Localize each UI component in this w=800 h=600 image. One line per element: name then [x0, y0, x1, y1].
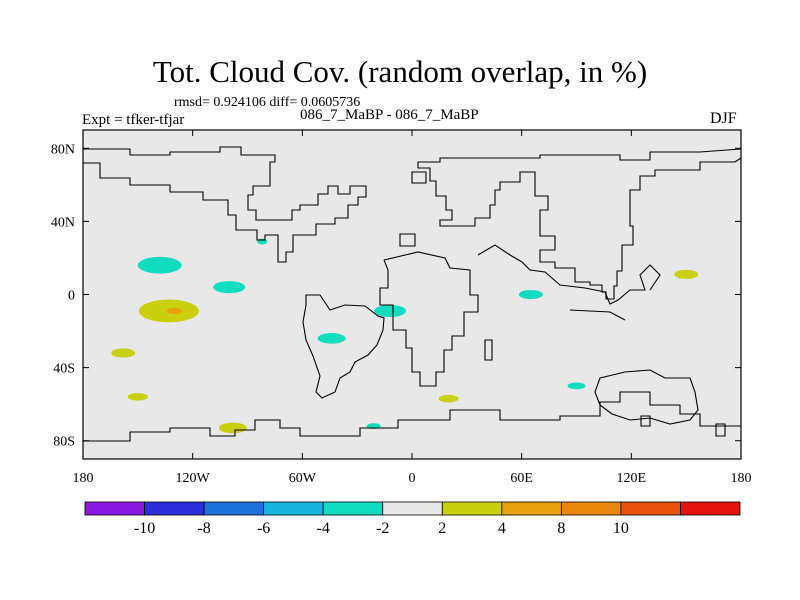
- anomaly-patch: [567, 382, 586, 390]
- colorbar-label: 4: [498, 520, 506, 537]
- x-tick-label: 120E: [617, 471, 647, 486]
- colorbar-swatch: [84, 501, 145, 516]
- x-tick-label: 60E: [510, 471, 533, 486]
- map-background: [83, 130, 741, 459]
- colorbar-swatch: [322, 501, 384, 516]
- y-tick-label: 40N: [51, 215, 75, 230]
- colorbar-label: -8: [197, 520, 210, 537]
- x-tick-label: 120W: [176, 471, 211, 486]
- anomaly-layer: [111, 238, 699, 434]
- coastline-iceland: [399, 233, 416, 247]
- x-tick-label: 60W: [289, 471, 317, 486]
- colorbar-swatch: [620, 501, 681, 516]
- colorbar-label: 8: [557, 520, 565, 537]
- plot-title: Tot. Cloud Cov. (random overlap, in %): [152, 54, 648, 89]
- coastline-south-america: [302, 294, 385, 399]
- experiment-label: Expt = tfker-tfjar: [82, 112, 185, 128]
- coastline-antarctica: [83, 391, 741, 442]
- colorbar-label: 10: [613, 520, 629, 537]
- colorbar-swatch: [382, 501, 443, 516]
- colorbar-swatch: [203, 501, 265, 516]
- axis-ticks: 180 120W 60W 0 60E 120E 180 80N 40N 0 40S 80S: [51, 130, 752, 486]
- case-names: 086_7_MaBP - 086_7_MaBP: [300, 107, 479, 123]
- colorbar-label: -6: [257, 520, 270, 537]
- x-tick-label: 180: [73, 471, 94, 486]
- coastline-island-se: [715, 423, 726, 437]
- anomaly-patch: [317, 333, 346, 344]
- colorbar-swatch: [501, 501, 562, 516]
- anomaly-patch: [166, 307, 183, 314]
- colorbar-swatch: [441, 501, 503, 516]
- anomaly-patch: [374, 304, 407, 318]
- coastline-asia-south: [477, 244, 661, 305]
- coastline-indonesia: [569, 309, 626, 321]
- anomaly-patch: [111, 348, 136, 358]
- colorbar-label: -2: [376, 520, 389, 537]
- anomaly-patch: [137, 256, 182, 274]
- y-tick-label: 40S: [53, 362, 75, 377]
- colorbar-swatch: [263, 501, 324, 516]
- coastline-madagascar: [484, 339, 493, 361]
- y-tick-label: 0: [68, 289, 75, 304]
- colorbar-swatch: [680, 501, 741, 516]
- anomaly-patch: [674, 269, 699, 279]
- season-label: DJF: [710, 110, 737, 127]
- coastline-africa: [379, 251, 479, 387]
- anomaly-patch: [438, 394, 459, 403]
- y-tick-label: 80N: [51, 142, 75, 157]
- colorbar-label: -10: [134, 520, 155, 537]
- coastline-layer: [83, 146, 742, 442]
- anomaly-patch: [518, 289, 543, 300]
- anomaly-patch: [127, 393, 148, 401]
- coastline-arctic: [83, 146, 742, 300]
- coastline-greenland: [411, 171, 427, 184]
- anomaly-patch: [257, 238, 268, 245]
- coastline-island-nz: [640, 415, 651, 427]
- anomaly-patch: [218, 422, 247, 434]
- colorbar: -10 -8 -6 -4 -2 2 4 8 10: [84, 501, 741, 537]
- colorbar-swatch: [144, 501, 205, 516]
- colorbar-swatch: [560, 501, 622, 516]
- y-tick-label: 80S: [53, 435, 75, 450]
- x-tick-label: 0: [409, 471, 416, 486]
- stats-text: rmsd= 0.924106 diff= 0.0605736: [174, 95, 361, 110]
- colorbar-label: -4: [317, 520, 330, 537]
- x-tick-label: 180: [731, 471, 752, 486]
- coastline-australia: [594, 369, 699, 425]
- colorbar-label: 2: [438, 520, 446, 537]
- anomaly-patch: [213, 281, 246, 294]
